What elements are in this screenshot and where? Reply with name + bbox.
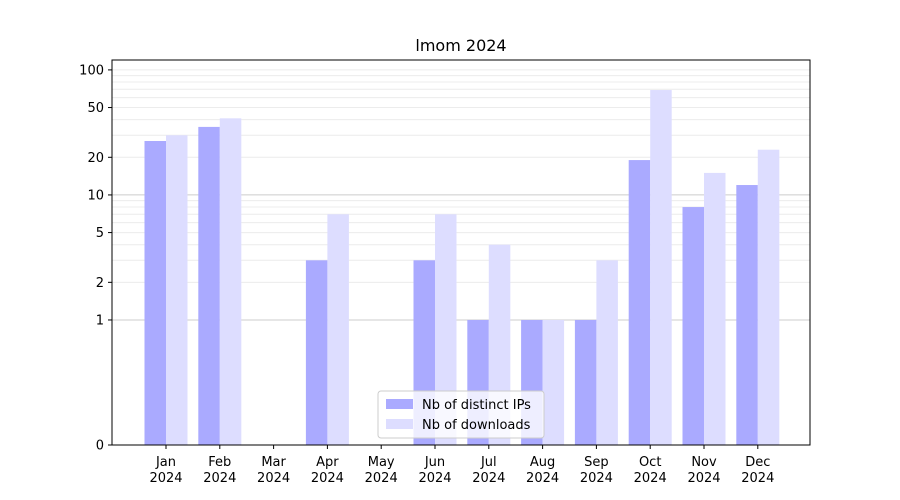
x-tick-label-month: Jul — [480, 455, 497, 470]
bar-downloads — [219, 118, 242, 445]
legend-label-distinct-ips: Nb of distinct IPs — [422, 398, 531, 413]
x-tick-label-month: Sep — [584, 455, 609, 470]
x-tick-label-year: 2024 — [257, 471, 290, 486]
plot-frame — [111, 59, 811, 446]
x-tick-label-month: Jun — [424, 455, 445, 470]
legend: Nb of distinct IPs Nb of downloads — [377, 390, 545, 439]
legend-box — [377, 390, 545, 439]
bar-distinct-ips — [736, 185, 758, 445]
bar-downloads — [757, 149, 780, 446]
y-tick-label: 5 — [96, 226, 104, 241]
legend-label-downloads: Nb of downloads — [422, 418, 531, 433]
x-tick-label-month: Oct — [639, 455, 661, 470]
bar-downloads — [435, 214, 457, 445]
bar-downloads — [542, 319, 565, 445]
bar-downloads — [704, 172, 726, 445]
x-tick-label-month: Dec — [745, 455, 770, 470]
x-axis: Jan2024Feb2024Mar2024Apr2024May2024Jun20… — [149, 445, 774, 486]
bar-downloads — [327, 214, 349, 445]
x-tick-label-month: Mar — [261, 455, 286, 470]
x-tick-label-month: Aug — [530, 455, 555, 470]
x-tick-label-year: 2024 — [687, 471, 720, 486]
x-tick-label-month: Nov — [691, 455, 717, 470]
chart-title: lmom 2024 — [415, 36, 506, 55]
y-tick-label: 10 — [87, 188, 104, 203]
y-tick-label: 0 — [96, 439, 104, 454]
bar-distinct-ips — [144, 140, 166, 445]
x-tick-label-year: 2024 — [149, 471, 182, 486]
x-tick-label-year: 2024 — [418, 471, 451, 486]
bar-downloads — [650, 90, 672, 446]
x-tick-label-month: Apr — [316, 455, 339, 470]
y-tick-label: 20 — [87, 151, 104, 166]
y-tick-label: 100 — [79, 63, 104, 78]
x-tick-label-year: 2024 — [203, 471, 236, 486]
bar-distinct-ips — [682, 207, 704, 445]
y-tick-label: 50 — [87, 101, 104, 116]
legend-swatch-downloads — [386, 419, 413, 429]
x-tick-label-year: 2024 — [634, 471, 667, 486]
y-axis: 0 1 2 5 10 20 50 100 — [79, 63, 112, 454]
x-tick-label-month: Feb — [208, 455, 231, 470]
bar-downloads — [596, 260, 618, 445]
legend-swatch-distinct-ips — [386, 399, 413, 409]
x-tick-label-year: 2024 — [311, 471, 344, 486]
x-tick-label-year: 2024 — [580, 471, 613, 486]
x-tick-label-month: Jan — [155, 455, 176, 470]
bar-distinct-ips — [305, 260, 328, 445]
bar-downloads — [166, 135, 188, 445]
x-tick-label-year: 2024 — [365, 471, 398, 486]
bar-distinct-ips — [628, 160, 651, 445]
y-tick-label: 2 — [96, 276, 104, 291]
y-tick-label: 1 — [96, 313, 104, 328]
x-tick-label-year: 2024 — [741, 471, 774, 486]
x-tick-label-year: 2024 — [472, 471, 505, 486]
bar-distinct-ips — [198, 126, 220, 446]
x-tick-label-year: 2024 — [526, 471, 559, 486]
bar-distinct-ips — [574, 319, 597, 445]
x-tick-label-month: May — [368, 455, 395, 470]
